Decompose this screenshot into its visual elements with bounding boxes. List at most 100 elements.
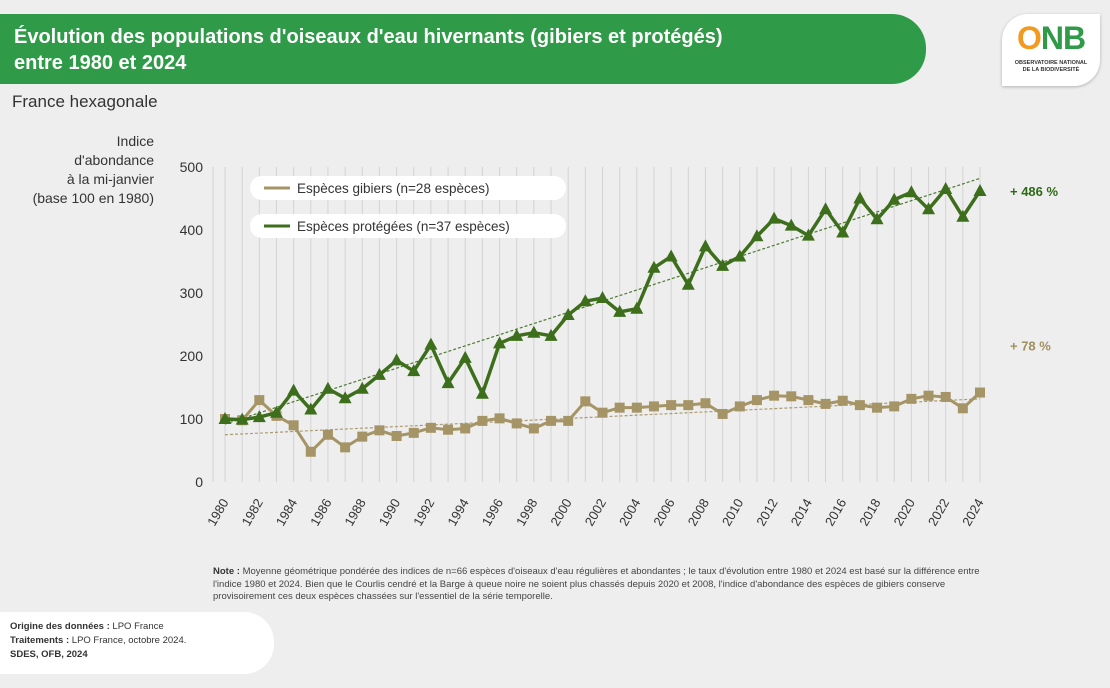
protected-point: [767, 211, 781, 224]
chart-subtitle: France hexagonale: [12, 92, 158, 111]
game-point: [803, 395, 814, 406]
data-origin: Origine des données : LPO France: [10, 621, 164, 632]
data-processing-label: Traitements :: [10, 635, 70, 646]
onb-logo-letter-o: O: [1016, 20, 1042, 56]
protected-point: [321, 381, 335, 394]
x-tick-label: 2006: [650, 496, 677, 529]
game-point: [734, 401, 745, 412]
x-tick-label: 2014: [788, 496, 815, 529]
game-point: [511, 418, 522, 429]
protected-point: [819, 202, 833, 215]
x-tick-label: 2022: [925, 496, 952, 529]
game-point: [288, 420, 299, 431]
note-label: Note :: [213, 566, 240, 577]
protected-point: [269, 405, 283, 418]
game-point: [717, 408, 728, 419]
game-point: [769, 390, 780, 401]
x-tick-label: 1984: [273, 496, 300, 529]
protected-point: [561, 308, 575, 321]
x-tick-label: 2000: [547, 496, 574, 529]
series-end-label: + 78 %: [1010, 339, 1051, 354]
protected-point: [596, 291, 609, 304]
game-point: [975, 387, 985, 398]
protected-point: [630, 301, 644, 314]
protected-point: [441, 376, 455, 389]
protected-point: [475, 386, 489, 399]
protected-point: [613, 304, 627, 317]
protected-point: [510, 328, 524, 341]
game-point: [923, 390, 934, 401]
protected-point: [904, 185, 918, 198]
game-point: [305, 446, 316, 457]
protected-point: [870, 212, 884, 225]
protected-point: [218, 412, 232, 424]
protected-point: [458, 350, 472, 363]
chart-title-line2: entre 1980 et 2024: [14, 52, 187, 74]
protected-point: [836, 225, 850, 238]
game-point: [322, 429, 333, 440]
protected-point: [716, 258, 730, 271]
protected-point: [956, 209, 970, 222]
note-text: Moyenne géométrique pondérée des indices…: [213, 566, 980, 602]
onb-logo-letters-nb: NB: [1040, 20, 1086, 56]
x-tick-label: 2018: [856, 496, 883, 529]
protected-point: [664, 249, 678, 262]
game-point: [648, 401, 659, 412]
title-banner: Évolution des populations d'oiseaux d'ea…: [0, 14, 926, 84]
y-axis-title: Indice d'abondance à la mi-janvier (base…: [8, 132, 154, 208]
game-point: [528, 423, 539, 434]
protected-point: [407, 364, 421, 377]
onb-logo-caption-line2: DE LA BIODIVERSITÉ: [1022, 67, 1080, 73]
protected-point: [287, 383, 301, 396]
x-tick-label: 2016: [822, 496, 849, 529]
game-point: [563, 415, 574, 426]
y-tick-label: 300: [180, 285, 204, 301]
protected-point: [304, 402, 318, 415]
game-point: [580, 396, 591, 407]
protected-point: [801, 228, 815, 241]
protected-point: [939, 182, 953, 195]
publisher-credit: SDES, OFB, 2024: [10, 649, 88, 660]
x-tick-label: 2002: [582, 496, 609, 529]
x-tick-label: 2012: [753, 496, 780, 529]
game-point: [751, 395, 762, 406]
legend-pill: [250, 176, 566, 200]
game-point: [683, 400, 694, 411]
x-tick-label: 2020: [891, 496, 918, 529]
protected-point: [544, 328, 558, 341]
game-point: [820, 398, 831, 409]
x-tick-label: 1990: [376, 496, 403, 529]
y-tick-label: 0: [195, 474, 203, 490]
game-point: [546, 415, 557, 426]
game-point: [614, 402, 625, 413]
x-tick-label: 2010: [719, 496, 746, 529]
line-chart: 0 100 200 300 400 500 1980 1982 1984 1986 1988 1990…: [180, 159, 1059, 529]
y-axis-title-line: Indice: [116, 133, 154, 149]
game-point: [957, 403, 968, 414]
game-point: [340, 442, 351, 453]
game-point: [391, 431, 402, 442]
protected-point: [355, 381, 369, 394]
game-point: [408, 427, 419, 438]
y-tick-label: 200: [180, 348, 204, 364]
protected-point: [372, 367, 386, 380]
x-tick-label: 2008: [685, 496, 712, 529]
game-point: [666, 400, 677, 411]
onb-logo-caption-line1: OBSERVATOIRE NATIONAL: [1014, 60, 1088, 66]
x-tick-label: 1980: [204, 496, 231, 529]
data-origin-value: LPO France: [112, 621, 164, 632]
series-end-label: + 486 %: [1010, 184, 1059, 199]
protected-point: [887, 192, 901, 205]
protected-point: [647, 260, 661, 273]
onb-logo-letters: ONB: [1002, 20, 1100, 57]
protected-point: [493, 336, 507, 349]
game-point: [460, 423, 471, 434]
game-point: [357, 431, 368, 442]
game-point: [477, 415, 488, 426]
y-tick-label: 500: [180, 159, 204, 175]
y-tick-label: 400: [180, 222, 204, 238]
game-point: [700, 398, 711, 409]
protected-point: [527, 325, 541, 338]
x-tick-label: 1994: [444, 496, 471, 529]
x-tick-label: 1986: [307, 496, 334, 529]
